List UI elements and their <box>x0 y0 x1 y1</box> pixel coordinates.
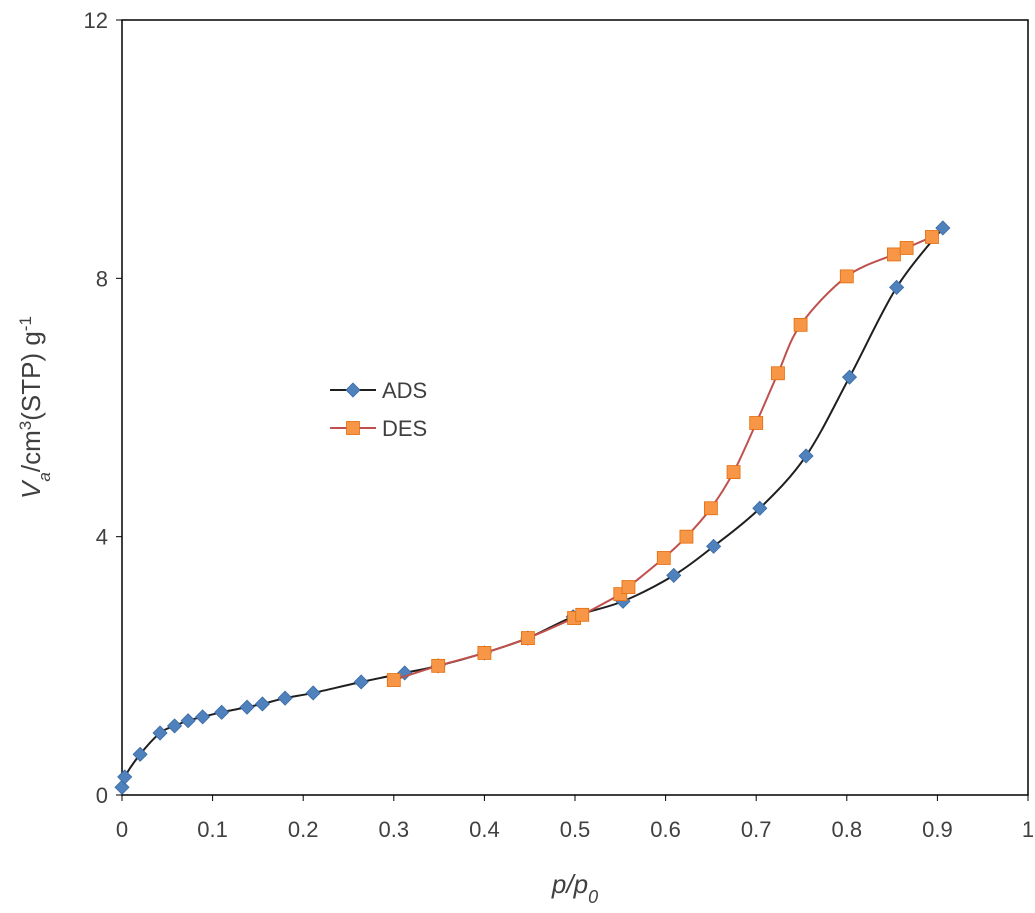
x-tick-label: 0.6 <box>650 817 681 842</box>
marker <box>255 697 269 711</box>
marker <box>840 270 853 283</box>
y-axis-title-part: /cm <box>16 430 46 472</box>
marker <box>576 608 589 621</box>
x-axis-title: p/p0 <box>551 869 598 907</box>
marker <box>215 705 229 719</box>
marker <box>794 318 807 331</box>
marker <box>181 714 195 728</box>
x-tick-label: 1 <box>1022 817 1034 842</box>
marker <box>115 780 129 794</box>
marker <box>750 417 763 430</box>
x-tick-label: 0.4 <box>469 817 500 842</box>
marker <box>118 770 132 784</box>
y-tick-label: 0 <box>96 783 108 808</box>
x-tick-label: 0.8 <box>832 817 863 842</box>
legend-label: DES <box>382 416 427 441</box>
marker <box>704 502 717 515</box>
marker <box>354 675 368 689</box>
marker <box>667 568 681 582</box>
marker <box>622 581 635 594</box>
x-tick-label: 0.3 <box>379 817 410 842</box>
x-tick-label: 0.7 <box>741 817 772 842</box>
marker <box>278 691 292 705</box>
legend-marker <box>347 422 360 435</box>
marker <box>799 449 813 463</box>
y-tick-label: 12 <box>84 8 108 33</box>
marker <box>890 280 904 294</box>
marker <box>432 659 445 672</box>
x-tick-label: 0.2 <box>288 817 319 842</box>
marker <box>657 551 670 564</box>
marker <box>168 719 182 733</box>
y-axis-title-part: -1 <box>16 316 35 331</box>
marker <box>306 686 320 700</box>
x-tick-label: 0 <box>116 817 128 842</box>
marker <box>887 248 900 261</box>
marker <box>387 674 400 687</box>
series-line <box>394 237 932 680</box>
x-tick-label: 0.9 <box>922 817 953 842</box>
legend-marker <box>346 383 360 397</box>
x-axis-title-part: p/p <box>551 869 588 899</box>
marker <box>196 710 210 724</box>
x-axis-title-part: 0 <box>588 887 598 907</box>
legend-label: ADS <box>382 378 427 403</box>
plot-frame <box>122 20 1028 795</box>
marker <box>843 370 857 384</box>
x-tick-label: 0.5 <box>560 817 591 842</box>
marker <box>521 632 534 645</box>
marker <box>680 530 693 543</box>
marker <box>727 466 740 479</box>
y-axis-title-part: 3 <box>16 421 35 430</box>
marker <box>900 241 913 254</box>
y-axis-title-part: (STP) g <box>16 331 46 421</box>
marker <box>925 231 938 244</box>
marker <box>771 367 784 380</box>
chart: 0481200.10.20.30.40.50.60.70.80.91p/p0Va… <box>0 0 1035 908</box>
x-tick-label: 0.1 <box>197 817 228 842</box>
y-tick-label: 4 <box>96 525 108 550</box>
y-axis-title: Va/cm3(STP) g-1 <box>16 316 54 499</box>
y-axis-title-part: a <box>35 472 54 481</box>
marker <box>478 646 491 659</box>
y-tick-label: 8 <box>96 266 108 291</box>
marker <box>240 700 254 714</box>
